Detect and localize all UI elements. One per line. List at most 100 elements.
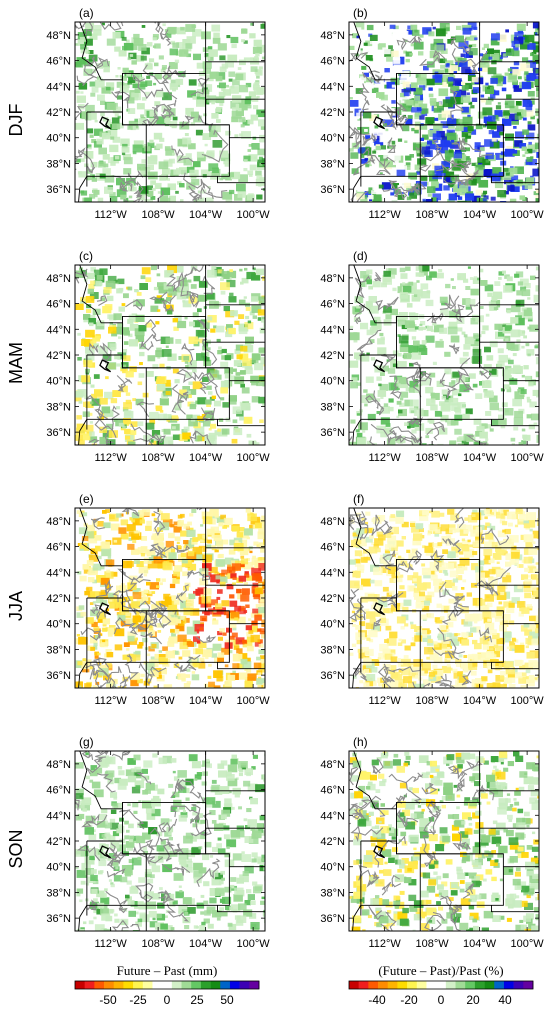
lat-tick-label: 46°N bbox=[320, 56, 345, 68]
colorbar-swatch bbox=[513, 981, 524, 989]
colorbar-swatch bbox=[142, 981, 153, 989]
lat-tick-label: 46°N bbox=[46, 56, 71, 68]
lat-tick-label: 42°N bbox=[46, 593, 71, 605]
colorbar-swatch bbox=[436, 981, 447, 989]
panel-label: (h) bbox=[353, 735, 368, 749]
colorbar-swatch bbox=[191, 981, 202, 989]
lon-tick-label: 108°W bbox=[416, 452, 450, 464]
lat-tick-label: 42°N bbox=[46, 836, 71, 848]
colorbar-swatch bbox=[239, 981, 250, 989]
lon-tick-label: 112°W bbox=[368, 209, 401, 221]
map-panel: (c) 48°N 46°N 44°N 42°N 40°N 38°N 36°N 112°W 108°… bbox=[46, 249, 271, 464]
lat-tick-label: 46°N bbox=[320, 785, 345, 797]
colorbar-swatch bbox=[503, 981, 514, 989]
lat-tick-label: 42°N bbox=[320, 350, 345, 362]
lat-tick-label: 40°N bbox=[320, 133, 345, 145]
lat-tick-label: 36°N bbox=[46, 184, 71, 196]
precip-field bbox=[349, 22, 539, 202]
precip-field bbox=[75, 265, 265, 445]
precip-field bbox=[349, 508, 539, 688]
colorbar-swatch bbox=[75, 981, 85, 989]
lat-tick-label: 42°N bbox=[46, 107, 71, 119]
lat-tick-label: 38°N bbox=[320, 158, 345, 170]
lat-tick-label: 46°N bbox=[46, 785, 71, 797]
lat-tick-label: 46°N bbox=[46, 542, 71, 554]
panel-label: (d) bbox=[353, 249, 368, 263]
colorbar-absolute-tick: -25 bbox=[129, 993, 147, 1007]
lat-tick-label: 40°N bbox=[320, 619, 345, 631]
lat-tick-label: 40°N bbox=[46, 376, 71, 388]
lon-tick-label: 112°W bbox=[368, 452, 401, 464]
lon-tick-label: 108°W bbox=[142, 938, 176, 950]
season-label-jja: JJA bbox=[6, 591, 26, 621]
map-panel: (h) 48°N 46°N 44°N 42°N 40°N 38°N 36°N 112°W 108°… bbox=[320, 735, 544, 950]
colorbar-swatch bbox=[123, 981, 134, 989]
lat-tick-label: 42°N bbox=[46, 350, 71, 362]
colorbar-swatch bbox=[455, 981, 466, 989]
lat-tick-label: 36°N bbox=[320, 184, 345, 196]
lon-tick-label: 108°W bbox=[416, 209, 450, 221]
lat-tick-label: 38°N bbox=[320, 401, 345, 413]
lon-tick-label: 112°W bbox=[94, 452, 127, 464]
lat-tick-label: 36°N bbox=[46, 427, 71, 439]
colorbar-swatch bbox=[94, 981, 105, 989]
colorbar-swatch bbox=[229, 981, 240, 989]
lon-tick-label: 104°W bbox=[463, 209, 497, 221]
lat-tick-label: 36°N bbox=[320, 913, 345, 925]
lat-tick-label: 40°N bbox=[46, 862, 71, 874]
colorbar-swatch bbox=[358, 981, 369, 989]
precip-field bbox=[75, 751, 265, 931]
colorbar-swatch bbox=[104, 981, 115, 989]
lat-tick-label: 44°N bbox=[46, 567, 71, 579]
lon-tick-label: 100°W bbox=[237, 452, 271, 464]
colorbar-percent-title: (Future – Past)/Past (%) bbox=[378, 963, 503, 978]
panel-label: (g) bbox=[79, 735, 94, 749]
lon-tick-label: 104°W bbox=[189, 938, 223, 950]
lon-tick-label: 112°W bbox=[368, 938, 401, 950]
colorbar-swatch bbox=[378, 981, 389, 989]
precip-field bbox=[75, 22, 265, 202]
season-label-djf: DJF bbox=[6, 104, 26, 137]
lon-tick-label: 108°W bbox=[416, 938, 450, 950]
lat-tick-label: 42°N bbox=[320, 836, 345, 848]
map-panel: (b) 48°N 46°N 44°N 42°N 40°N 38°N 36°N 112°W 108°… bbox=[320, 6, 544, 221]
colorbar-swatch bbox=[84, 981, 95, 989]
lat-tick-label: 48°N bbox=[46, 273, 71, 285]
lat-tick-label: 44°N bbox=[320, 324, 345, 336]
lat-tick-label: 38°N bbox=[320, 644, 345, 656]
colorbar-swatch bbox=[171, 981, 182, 989]
lon-tick-label: 112°W bbox=[94, 695, 127, 707]
lon-tick-label: 104°W bbox=[189, 209, 223, 221]
lat-tick-label: 46°N bbox=[320, 299, 345, 311]
colorbar-swatch bbox=[133, 981, 144, 989]
lat-tick-label: 36°N bbox=[46, 670, 71, 682]
lon-tick-label: 100°W bbox=[237, 209, 271, 221]
panel-label: (a) bbox=[79, 6, 94, 20]
lat-tick-label: 38°N bbox=[46, 158, 71, 170]
lat-tick-label: 42°N bbox=[320, 107, 345, 119]
colorbar-swatch bbox=[368, 981, 379, 989]
lon-tick-label: 104°W bbox=[463, 938, 497, 950]
precip-field bbox=[349, 751, 539, 931]
lon-tick-label: 100°W bbox=[237, 938, 271, 950]
map-panel: (a) 48°N 46°N 44°N 42°N 40°N 38°N 36°N 112°W 108°… bbox=[46, 6, 271, 221]
lon-tick-label: 104°W bbox=[189, 695, 223, 707]
lon-tick-label: 112°W bbox=[94, 209, 127, 221]
colorbar-swatch bbox=[426, 981, 437, 989]
lon-tick-label: 108°W bbox=[142, 695, 176, 707]
lat-tick-label: 38°N bbox=[46, 887, 71, 899]
lat-tick-label: 36°N bbox=[320, 670, 345, 682]
lat-tick-label: 40°N bbox=[46, 133, 71, 145]
colorbar-swatch bbox=[484, 981, 495, 989]
lat-tick-label: 36°N bbox=[320, 427, 345, 439]
colorbar-swatch bbox=[200, 981, 211, 989]
lat-tick-label: 48°N bbox=[320, 30, 345, 42]
lat-tick-label: 44°N bbox=[320, 567, 345, 579]
lat-tick-label: 48°N bbox=[46, 516, 71, 528]
lat-tick-label: 48°N bbox=[320, 516, 345, 528]
colorbar-absolute-tick: 0 bbox=[164, 993, 171, 1007]
lon-tick-label: 104°W bbox=[189, 452, 223, 464]
colorbar-swatch bbox=[407, 981, 418, 989]
lon-tick-label: 100°W bbox=[237, 695, 271, 707]
